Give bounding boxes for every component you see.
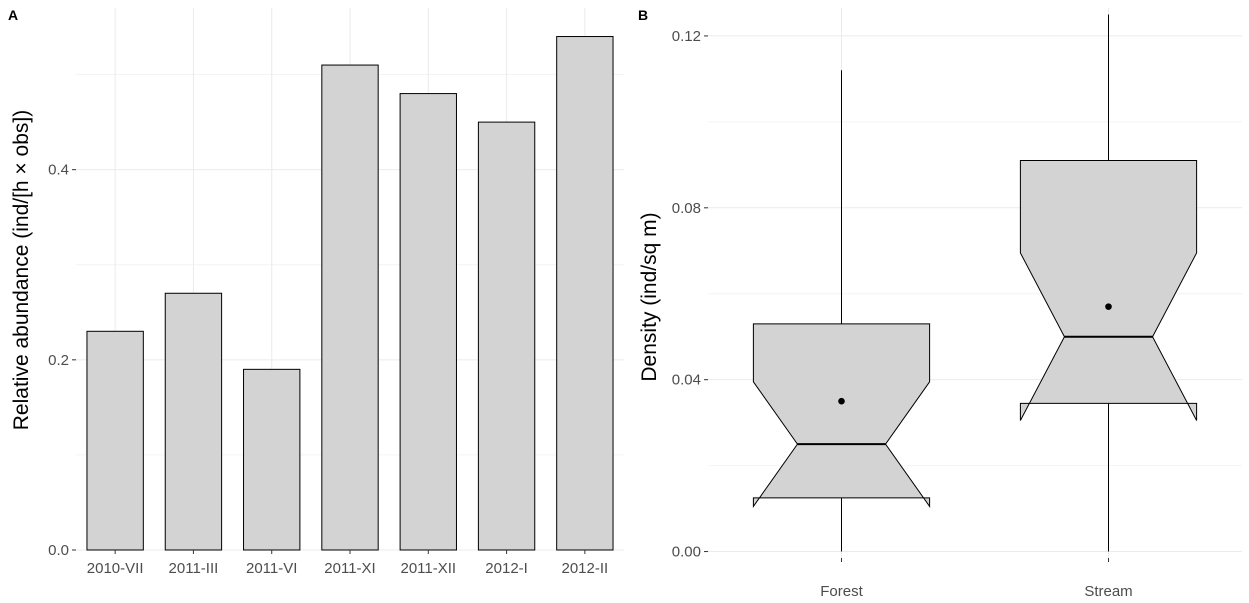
y-axis-title: Relative abundance (ind/[h × obs]) (10, 110, 33, 430)
panel-a-bar-chart: 0.0 0.2 0.4 2010-VII 2011-III 2011-VI 2011-XI 2… (10, 8, 624, 577)
y-tick-label: 0.2 (48, 352, 69, 369)
bar (556, 36, 614, 551)
bar (477, 121, 536, 551)
panel-a-tag: A (8, 7, 18, 23)
y-tick-label: 0.04 (672, 372, 701, 389)
panel-b-tag: B (638, 7, 648, 23)
x-tick-label: 2011-III (169, 560, 219, 577)
x-tick-label: 2010-VII (87, 560, 144, 577)
mean-point (1105, 303, 1112, 310)
panel-b-boxplot: 0.00 0.04 0.08 0.12 Forest Stream Density (ind… (638, 8, 1242, 600)
x-tick-label: 2011-XI (324, 560, 375, 577)
y-axis-title: Density (ind/sq m) (638, 212, 661, 381)
y-tick-label: 0.00 (672, 544, 701, 561)
y-tick-label: 0.08 (672, 200, 701, 217)
bar (86, 330, 144, 551)
bar (321, 64, 379, 551)
x-tick-label: Forest (820, 583, 863, 600)
y-tick-label: 0.0 (48, 542, 69, 559)
y-tick-label: 0.4 (48, 162, 69, 179)
bar (399, 93, 457, 551)
x-tick-label: 2011-VI (246, 560, 297, 577)
mean-point (838, 397, 845, 405)
x-tick-label: 2011-XII (400, 560, 456, 577)
x-tick-label: 2012-II (562, 560, 609, 577)
bar (243, 368, 301, 551)
bar (164, 292, 223, 551)
box (1019, 160, 1198, 421)
x-tick-label: Stream (1084, 583, 1132, 600)
box (752, 323, 931, 509)
y-tick-label: 0.12 (672, 28, 701, 45)
x-tick-label: 2012-I (485, 560, 528, 577)
